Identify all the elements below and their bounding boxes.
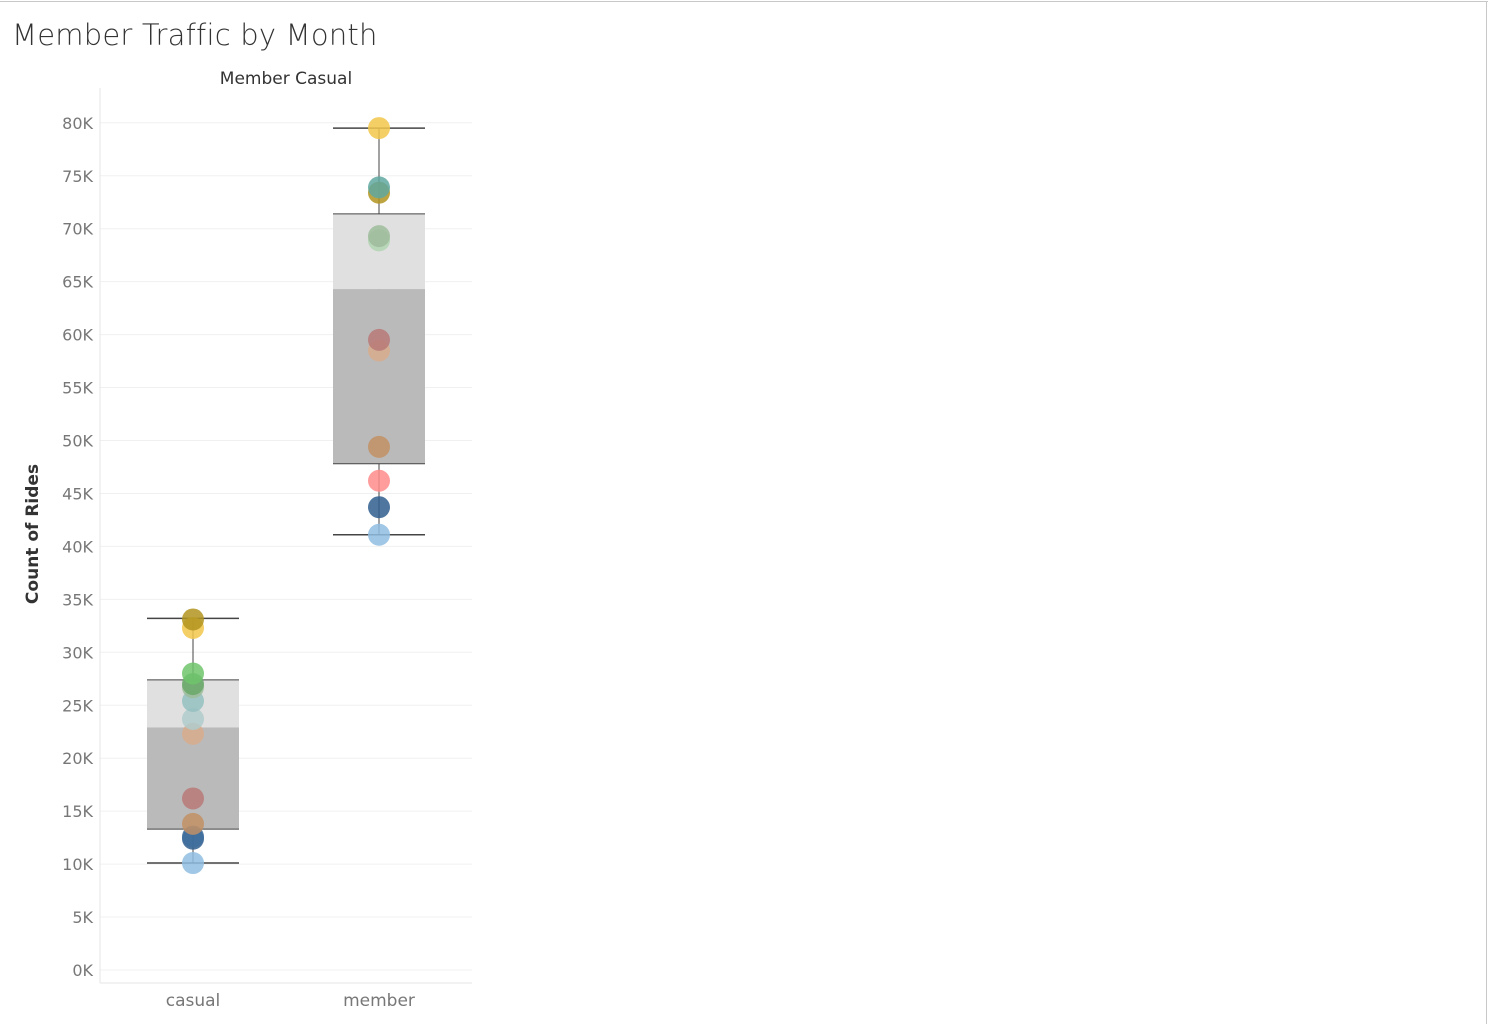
data-point xyxy=(368,117,390,140)
y-tick-label: 30K xyxy=(62,643,93,662)
data-point xyxy=(368,523,390,546)
y-tick-label: 10K xyxy=(62,855,93,874)
y-tick-label: 80K xyxy=(62,114,93,133)
x-category-label: casual xyxy=(166,991,221,1011)
frame-right-border xyxy=(1486,1,1487,1024)
x-category-label: member xyxy=(343,991,415,1011)
y-tick-label: 75K xyxy=(62,167,93,186)
y-tick-label: 40K xyxy=(62,537,93,556)
data-point xyxy=(368,225,390,248)
y-axis-label: Count of Rides xyxy=(23,464,43,604)
x-category-labels: casual member xyxy=(166,991,415,1011)
frame-top-border xyxy=(0,1,1488,2)
box-member xyxy=(333,127,425,536)
y-tick-label: 0K xyxy=(72,961,93,980)
y-tick-label: 25K xyxy=(62,696,93,715)
data-point xyxy=(368,328,390,351)
data-point xyxy=(182,662,204,685)
y-tick-label: 50K xyxy=(62,432,93,451)
y-tick-label: 60K xyxy=(62,326,93,345)
y-tick-label: 45K xyxy=(62,484,93,503)
y-tick-label: 55K xyxy=(62,379,93,398)
data-point xyxy=(368,435,390,458)
y-tick-labels: 0K 5K 10K 15K 20K 25K 30K 35K 40K 45K 50K 55K 60K 65K… xyxy=(62,114,93,980)
chart-title: Member Traffic by Month xyxy=(12,18,378,52)
y-tick-label: 35K xyxy=(62,590,93,609)
data-point xyxy=(182,608,204,631)
data-point xyxy=(182,852,204,875)
data-point xyxy=(182,708,204,731)
y-tick-label: 20K xyxy=(62,749,93,768)
data-point xyxy=(368,176,390,199)
data-point xyxy=(182,787,204,810)
box-lower-quartile xyxy=(333,289,425,464)
boxes xyxy=(147,127,425,864)
data-point xyxy=(368,469,390,492)
y-tick-label: 15K xyxy=(62,802,93,821)
data-points xyxy=(182,117,390,875)
data-point xyxy=(368,496,390,519)
y-tick-label: 5K xyxy=(72,908,93,927)
box-casual xyxy=(147,617,239,864)
y-tick-label: 65K xyxy=(62,273,93,292)
data-point xyxy=(182,812,204,835)
y-tick-label: 70K xyxy=(62,220,93,239)
column-header: Member Casual xyxy=(220,69,352,89)
